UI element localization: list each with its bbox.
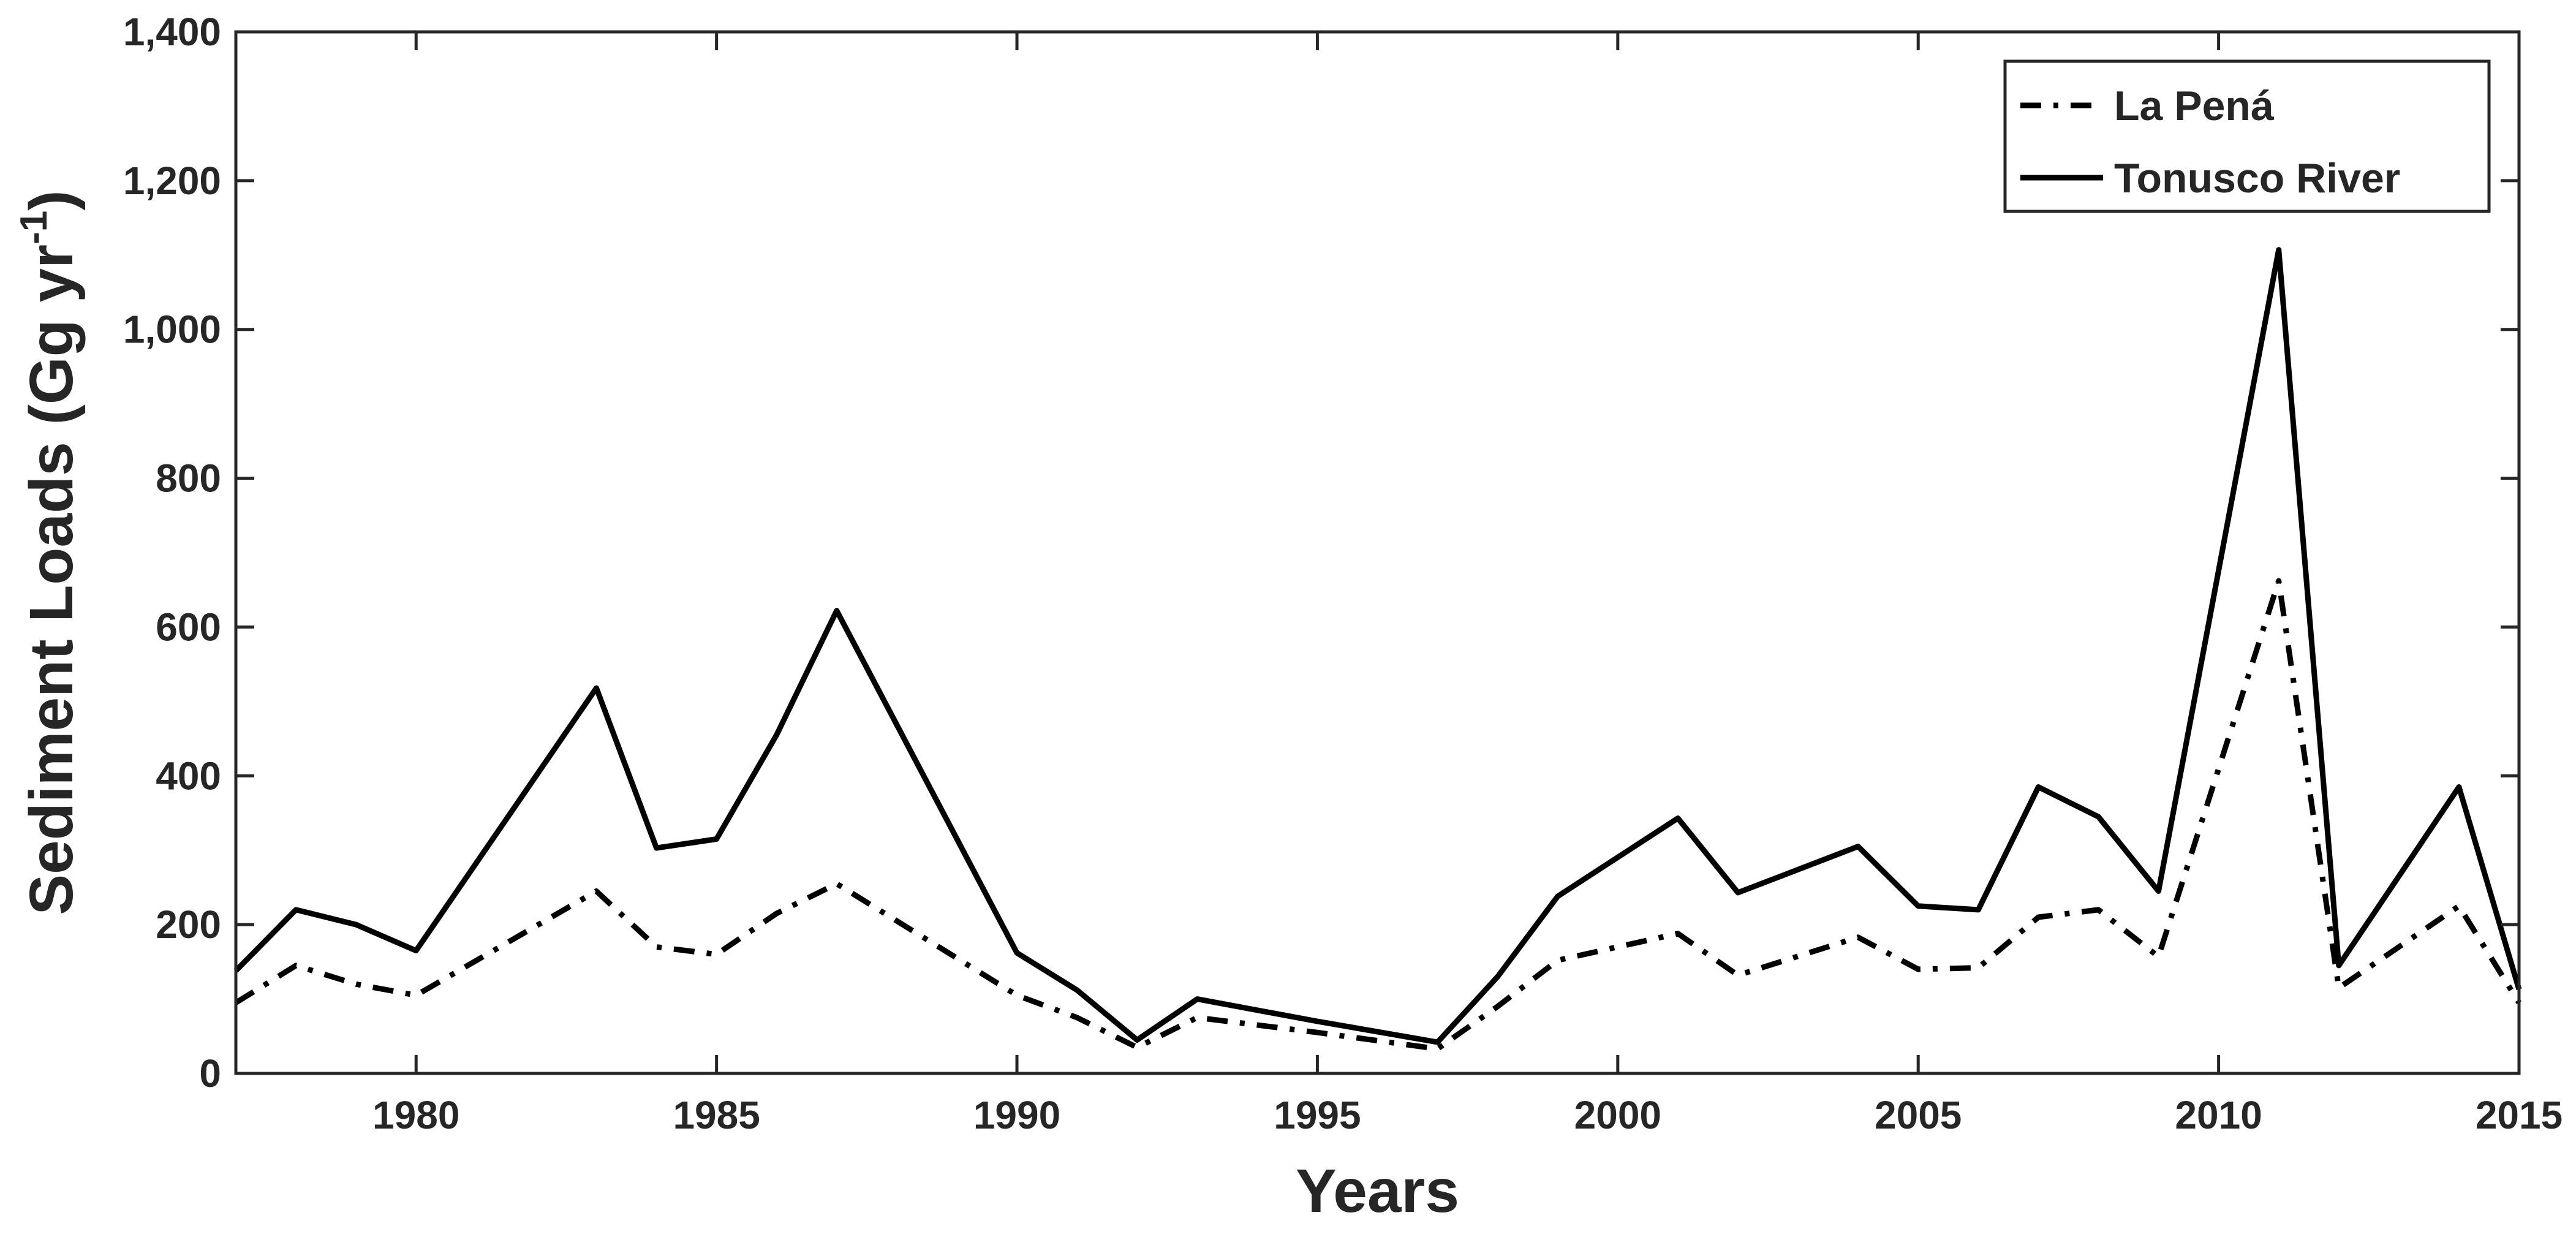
series-line-1 [234,578,2521,1052]
legend-label-2: Tonusco River [2114,155,2400,202]
x-tick-label: 1990 [973,1093,1060,1137]
y-tick-label: 1,400 [123,10,221,54]
legend-label-1: La Pená [2114,83,2274,129]
x-tick-label: 1985 [673,1093,760,1137]
x-tick-label: 2010 [2175,1093,2262,1137]
y-tick-label: 600 [156,605,221,649]
x-tick-label: 2000 [1574,1093,1661,1137]
x-axis-title: Years [1296,1157,1459,1225]
x-tick-label: 1980 [372,1093,459,1137]
y-axis-title: Sediment Loads (Gg yr-1) [13,190,86,915]
y-tick-label: 1,000 [123,308,221,352]
y-axis-title-close: ) [17,190,86,210]
y-tick-label: 1,200 [123,159,221,203]
y-axis-title-superscript: -1 [13,211,55,244]
y-tick-label: 0 [199,1051,221,1095]
x-tick-label: 2015 [2476,1093,2563,1137]
axes: 1980 1985 1990 1995 2000 2005 2010 2015 0 200 400 6… [123,10,2563,1137]
y-tick-label: 400 [156,754,221,798]
legend: La Pená Tonusco River [2003,59,2491,213]
x-tick-label: 2005 [1875,1093,1962,1137]
x-tick-label: 1995 [1274,1093,1361,1137]
axes-frame [234,30,2521,1075]
legend-box [2003,59,2491,213]
plot-area [233,247,2522,1052]
y-tick-label: 200 [156,902,221,947]
y-tick-label: 800 [156,456,221,501]
y-axis-title-main: Sediment Loads (Gg yr [17,244,86,915]
series-line-2 [233,247,2522,1045]
